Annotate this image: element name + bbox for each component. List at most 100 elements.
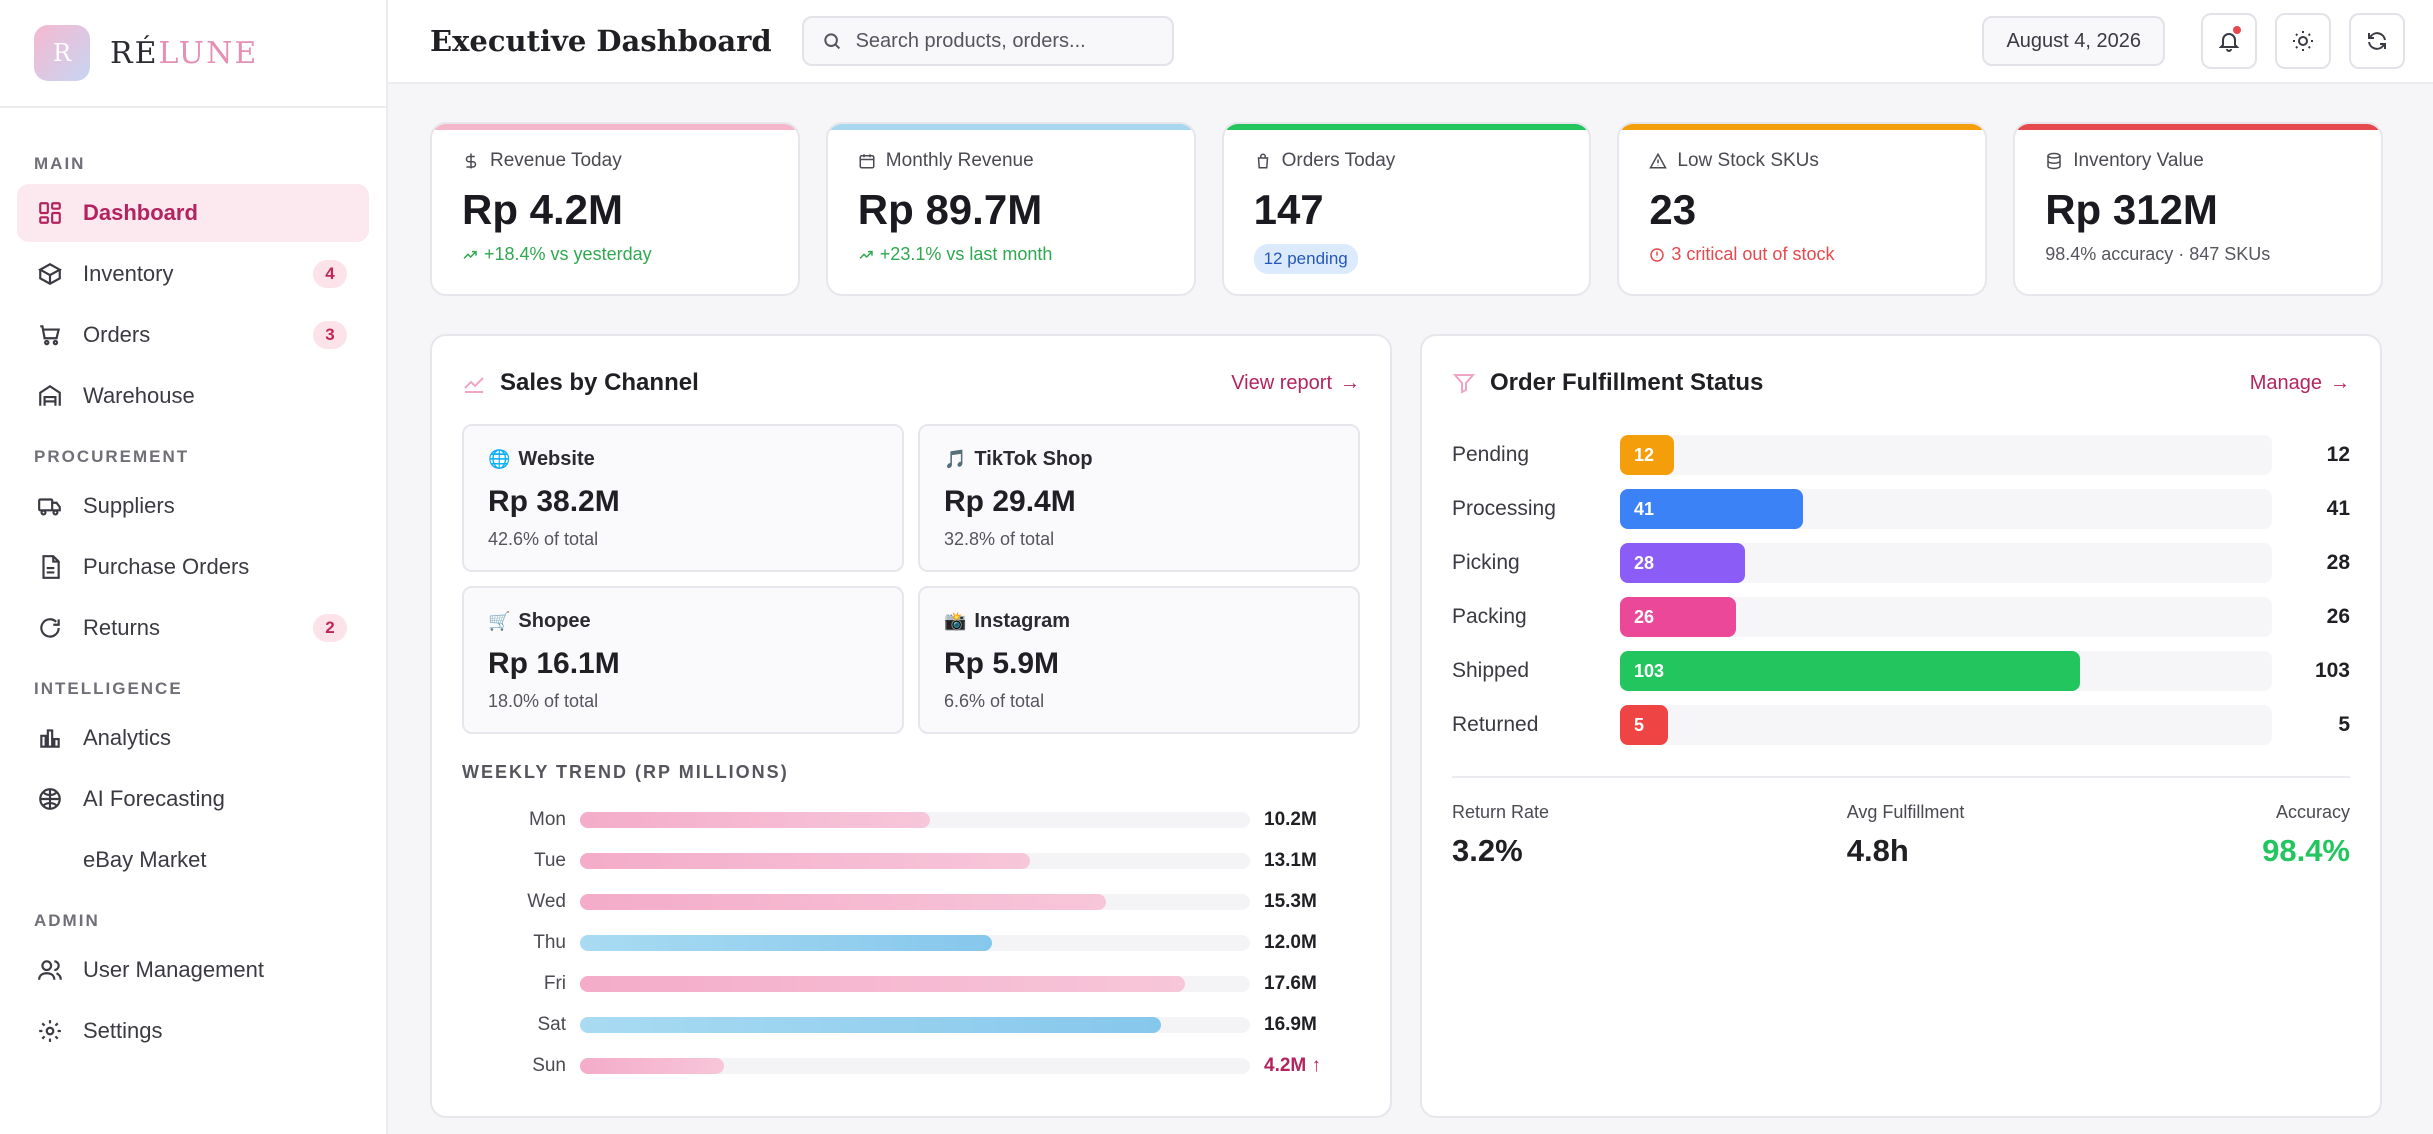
kpi-sub: 98.4% accuracy · 847 SKUs [2045,244,2271,264]
channel-card-shopee[interactable]: 🛒 Shopee Rp 16.1M 18.0% of total [462,586,904,734]
kpi-value: Rp 4.2M [462,186,624,233]
status-row-packing[interactable]: Packing 26 26 [1452,590,2350,644]
trend-bar [580,811,931,828]
sidebar-item-analytics[interactable]: Analytics [17,709,369,767]
trend-bar-track [580,1016,1250,1033]
cart-icon [37,322,63,348]
trend-bar [580,852,1031,869]
cart-icon: 🛒 [488,611,511,631]
dashboard-content: Revenue Today Rp 4.2M +18.4% vs yesterda… [388,84,2433,1118]
status-name: Shipped [1452,659,1530,682]
kpi-label: Low Stock SKUs [1677,150,1819,171]
sidebar-item-ai-forecasting[interactable]: AI Forecasting [17,770,369,828]
document-icon [37,554,63,580]
stat-label: Avg Fulfillment [1846,802,1965,822]
sidebar-item-dashboard[interactable]: Dashboard [17,184,369,242]
status-row-pending[interactable]: Pending 12 12 [1452,428,2350,482]
sidebar-item-warehouse[interactable]: Warehouse [17,367,369,425]
trend-bar [580,975,1185,992]
trend-bar-track [580,893,1250,910]
arrow-right-icon: → [2330,371,2350,394]
kpi-low-stock[interactable]: Low Stock SKUs 23 3 critical out of stoc… [1617,122,1988,296]
trend-bar [580,1057,725,1074]
sidebar-item-ebay-market[interactable]: eBay Market [17,831,369,889]
status-name: Packing [1452,605,1527,628]
channel-name: Instagram [974,610,1071,632]
camera-icon: 📸 [944,611,967,631]
theme-toggle-button[interactable] [2275,13,2331,69]
trend-row: Mon 10.2M [462,799,1360,840]
date-display[interactable]: August 4, 2026 [1982,16,2165,66]
channel-share: 18.0% of total [488,691,599,711]
status-count: 26 [2326,605,2350,628]
trend-row: Wed 15.3M [462,881,1360,922]
sidebar-item-orders[interactable]: Orders 3 [17,306,369,364]
main-area: Executive Dashboard August 4, 2026 [388,0,2433,1134]
gear-icon [37,1018,63,1044]
sidebar-item-returns[interactable]: Returns 2 [17,599,369,657]
sidebar-item-label: Purchase Orders [83,554,250,579]
manage-link[interactable]: Manage → [2250,372,2350,395]
status-bar: 103 [1620,651,2080,691]
sidebar-item-settings[interactable]: Settings [17,1002,369,1060]
stat-value: 3.2% [1452,833,1523,868]
warehouse-icon [37,383,63,409]
kpi-value: 147 [1253,186,1324,233]
sidebar-item-user-management[interactable]: User Management [17,941,369,999]
channel-share: 32.8% of total [944,529,1055,549]
status-bar-track: 12 [1620,435,2272,475]
search-icon [824,33,840,50]
kpi-orders-today[interactable]: Orders Today 147 12 pending [1221,122,1592,296]
trend-row: Sun 4.2M ↑ [462,1045,1360,1086]
channel-card-instagram[interactable]: 📸 Instagram Rp 5.9M 6.6% of total [918,586,1360,734]
sidebar-item-inventory[interactable]: Inventory 4 [17,245,369,303]
refresh-icon [2368,32,2386,50]
status-count: 12 [2326,443,2350,466]
sidebar-item-suppliers[interactable]: Suppliers [17,477,369,535]
search-input[interactable] [855,29,1154,53]
status-row-processing[interactable]: Processing 41 41 [1452,482,2350,536]
trend-day-label: Fri [543,972,566,994]
weekly-trend-title: WEEKLY TREND (RP MILLIONS) [462,762,789,782]
panel-title: Order Fulfillment Status [1490,369,1764,396]
status-name: Returned [1452,713,1539,736]
page-title: Executive Dashboard [430,24,772,58]
kpi-value: 23 [1649,186,1697,233]
stat-value: 4.8h [1846,833,1909,868]
status-name: Pending [1452,443,1530,466]
trend-bar [580,1016,1161,1033]
stat-accuracy: Accuracy 98.4% [2262,802,2350,869]
returns-badge: 2 [313,614,347,642]
search-box[interactable] [801,16,1174,66]
kpi-sub: 3 critical out of stock [1671,244,1835,264]
stat-return-rate: Return Rate 3.2% [1452,802,1549,869]
grid-icon [37,200,63,226]
kpi-inventory-value[interactable]: Inventory Value Rp 312M 98.4% accuracy ·… [2013,122,2383,296]
panel-title: Sales by Channel [500,369,699,396]
sidebar-item-label: AI Forecasting [83,786,225,811]
kpi-monthly-revenue[interactable]: Monthly Revenue Rp 89.7M +23.1% vs last … [825,122,1196,296]
channel-card-website[interactable]: 🌐 Website Rp 38.2M 42.6% of total [462,424,904,572]
status-bar: 28 [1620,543,1746,583]
trend-bar-track [580,811,1250,828]
kpi-revenue-today[interactable]: Revenue Today Rp 4.2M +18.4% vs yesterda… [430,122,800,296]
status-row-shipped[interactable]: Shipped 103 103 [1452,644,2350,698]
refresh-button[interactable] [2349,13,2405,69]
brand[interactable]: R RÉLUNE [0,0,386,108]
kpi-accent-bar [432,124,798,130]
status-row-picking[interactable]: Picking 28 28 [1452,536,2350,590]
channel-card-tiktok[interactable]: 🎵 TikTok Shop Rp 29.4M 32.8% of total [918,424,1360,572]
dollar-icon [465,153,477,169]
status-bar-track: 28 [1620,543,2272,583]
bar-chart-icon [37,725,63,751]
notifications-button[interactable] [2201,13,2257,69]
kpi-label: Revenue Today [490,150,622,171]
brand-logo: R [34,25,90,81]
status-bar: 5 [1620,705,1669,745]
status-row-returned[interactable]: Returned 5 5 [1452,698,2350,752]
sidebar-item-label: Settings [83,1018,163,1043]
view-report-link[interactable]: View report → [1231,372,1360,395]
sidebar-item-purchase-orders[interactable]: Purchase Orders [17,538,369,596]
globe-icon: 🌐 [488,449,511,469]
trend-day-label: Sat [537,1013,566,1035]
